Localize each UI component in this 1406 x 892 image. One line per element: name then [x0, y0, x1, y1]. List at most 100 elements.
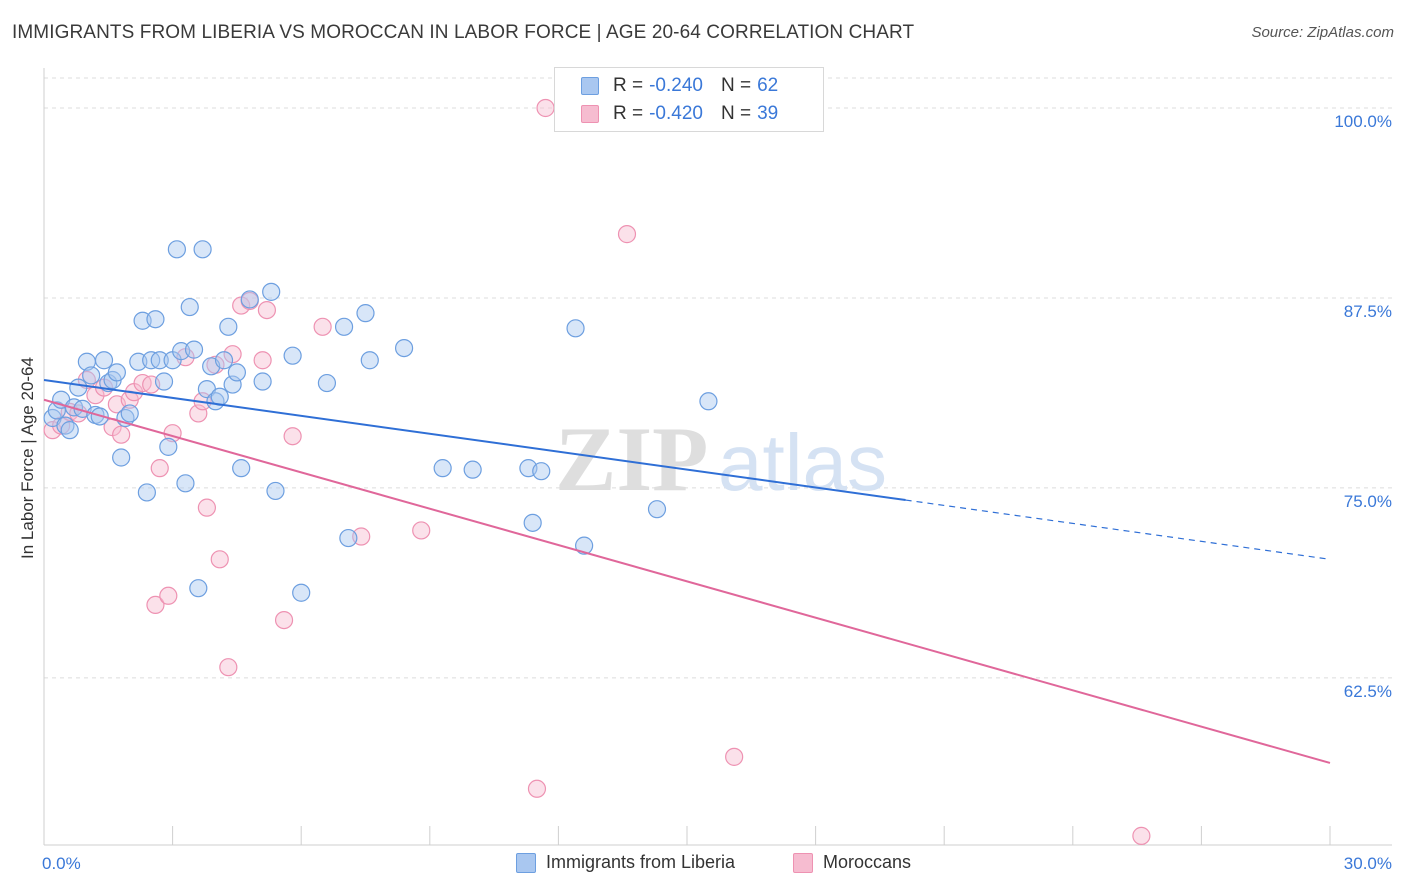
- liberia-point: [137, 483, 156, 502]
- source-credit: Source: ZipAtlas.com: [1251, 24, 1394, 41]
- moroccan-point: [283, 427, 302, 446]
- moroccan-point: [617, 225, 637, 244]
- liberia-n-label: N =: [720, 75, 752, 96]
- liberia-point: [146, 310, 165, 329]
- liberia-point: [356, 304, 375, 323]
- liberia-point: [193, 240, 212, 259]
- moroccan-point: [112, 425, 131, 444]
- liberia-point: [94, 351, 114, 370]
- legend-row-moroccan: R = -0.420 N = 39: [581, 101, 778, 127]
- bottom-moroccan-swatch: [793, 852, 813, 873]
- liberia-point: [433, 459, 452, 478]
- liberia-point: [360, 351, 379, 370]
- liberia-point: [240, 290, 259, 309]
- moroccan-n-value: 39: [757, 103, 779, 124]
- moroccan-trend-line: [43, 398, 1331, 764]
- x-tick-label: 0.0%: [42, 854, 81, 873]
- moroccan-point: [536, 98, 555, 118]
- liberia-point: [184, 340, 204, 359]
- watermark-atlas: atlas: [718, 418, 887, 507]
- moroccan-point: [274, 610, 294, 630]
- liberia-point: [47, 401, 66, 420]
- liberia-point: [334, 317, 354, 336]
- liberia-point: [394, 338, 414, 358]
- liberia-point: [699, 392, 718, 411]
- axes: [43, 68, 1392, 846]
- chart-title: IMMIGRANTS FROM LIBERIA VS MOROCCAN IN L…: [12, 22, 915, 43]
- liberia-point: [647, 500, 667, 519]
- watermark-zip: ZIP: [555, 408, 708, 510]
- liberia-point: [463, 460, 482, 479]
- liberia-point: [575, 536, 594, 555]
- trend-lines: [43, 379, 1331, 764]
- liberia-point: [82, 366, 101, 385]
- liberia-point: [214, 351, 234, 370]
- tick-labels: 100.0% 87.5% 75.0% 62.5% 0.0% 30.0%: [42, 112, 1392, 873]
- bottom-legend-moroccan: Moroccans: [793, 852, 911, 873]
- legend-row-liberia: R = -0.240 N = 62: [581, 73, 778, 99]
- liberia-point: [262, 282, 281, 301]
- liberia-point: [69, 378, 88, 397]
- moroccan-point: [146, 595, 165, 615]
- moroccan-point: [313, 317, 332, 336]
- liberia-point: [283, 346, 302, 365]
- moroccan-point: [150, 459, 169, 478]
- liberia-point: [189, 579, 208, 598]
- moroccan-point: [253, 351, 272, 370]
- liberia-point: [523, 513, 542, 532]
- liberia-point: [60, 421, 79, 440]
- liberia-point: [107, 363, 126, 382]
- moroccan-point: [197, 498, 216, 517]
- moroccan-r-label: R =: [613, 103, 644, 124]
- liberia-point: [219, 317, 238, 336]
- bottom-moroccan-label: Moroccans: [823, 852, 912, 872]
- moroccan-point: [1132, 826, 1151, 845]
- moroccan-point: [159, 586, 178, 605]
- liberia-swatch: [581, 77, 599, 95]
- moroccan-point: [412, 521, 431, 540]
- bottom-liberia-swatch: [516, 852, 536, 873]
- liberia-point: [232, 459, 251, 478]
- moroccan-point: [527, 779, 547, 798]
- moroccan-point: [210, 550, 229, 569]
- liberia-point: [253, 372, 272, 391]
- liberia-point: [317, 373, 337, 393]
- y-axis-label: In Labor Force | Age 20-64: [18, 357, 37, 559]
- y-tick-label: 75.0%: [1344, 492, 1392, 511]
- liberia-point: [176, 474, 195, 493]
- moroccan-point: [219, 658, 238, 677]
- liberia-point: [227, 363, 246, 382]
- liberia-point: [532, 462, 551, 481]
- y-tick-label: 87.5%: [1344, 302, 1392, 321]
- moroccan-point: [257, 300, 277, 320]
- liberia-point: [150, 351, 169, 370]
- liberia-point: [159, 437, 178, 456]
- liberia-n-value: 62: [757, 75, 779, 96]
- liberia-point: [120, 404, 139, 423]
- liberia-r-value: -0.240: [649, 75, 703, 96]
- liberia-point: [154, 372, 174, 391]
- moroccan-r-value: -0.420: [649, 103, 703, 124]
- bottom-liberia-label: Immigrants from Liberia: [546, 852, 736, 872]
- liberia-point: [266, 481, 285, 501]
- y-tick-label: 62.5%: [1344, 682, 1392, 701]
- liberia-trend-extension: [905, 499, 1331, 560]
- liberia-point: [167, 240, 186, 259]
- liberia-point: [112, 448, 131, 467]
- liberia-point: [180, 297, 199, 317]
- stats-legend: R = -0.240 N = 62 R = -0.420 N = 39: [554, 67, 824, 132]
- liberia-point: [292, 583, 311, 602]
- moroccan-n-label: N =: [720, 103, 752, 124]
- bottom-legend-liberia: Immigrants from Liberia: [516, 852, 735, 873]
- liberia-trend-line: [43, 379, 906, 502]
- x-tick-label: 30.0%: [1344, 854, 1392, 873]
- watermark: ZIP atlas: [555, 408, 887, 510]
- moroccan-swatch: [581, 105, 599, 123]
- liberia-point: [339, 528, 358, 548]
- moroccan-point: [725, 747, 744, 766]
- gridlines: [44, 77, 1392, 679]
- y-tick-label: 100.0%: [1334, 112, 1392, 131]
- liberia-r-label: R =: [613, 75, 644, 96]
- liberia-point: [566, 319, 585, 338]
